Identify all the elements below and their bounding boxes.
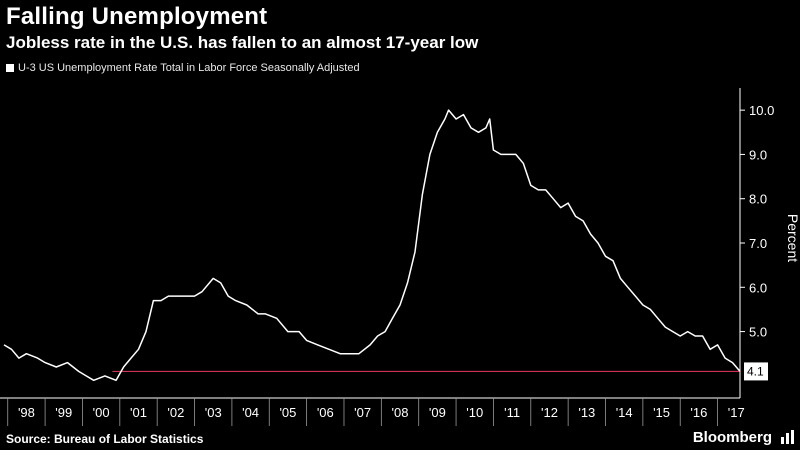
chart-subtitle: Jobless rate in the U.S. has fallen to a…	[6, 33, 479, 52]
x-tick-label: '12	[541, 405, 558, 420]
brand-logo-text: Bloomberg	[692, 429, 772, 446]
x-tick-label: '08	[392, 405, 409, 420]
y-tick-label: 8.0	[749, 192, 767, 207]
x-tick-label: '04	[242, 405, 259, 420]
x-tick-label: '00	[93, 405, 110, 420]
bloomberg-mark-icon	[781, 430, 794, 444]
x-tick-label: '13	[578, 405, 595, 420]
last-value-badge: 4.1	[744, 362, 768, 381]
y-ticks: 5.0 6.0 7.0 8.0 9.0 10.0	[740, 103, 774, 340]
y-tick-label: 9.0	[749, 147, 767, 162]
source-note: Source: Bureau of Labor Statistics	[6, 432, 204, 446]
x-tick-label: '03	[205, 405, 222, 420]
last-value-badge-bg	[744, 362, 768, 381]
x-ticks: '98 '99 '00 '01 '02 '03 '04 '05 '06 '07 '08 '09 '10 '…	[7, 398, 745, 426]
legend-swatch	[6, 64, 14, 72]
x-tick-label: '05	[279, 405, 296, 420]
x-tick-label: '14	[616, 405, 633, 420]
x-tick-label: '99	[55, 405, 72, 420]
x-tick-label: '98	[18, 405, 35, 420]
series-line	[3, 109, 741, 382]
x-tick-label: '16	[690, 405, 707, 420]
legend-label: U-3 US Unemployment Rate Total in Labor …	[18, 62, 360, 74]
x-tick-label: '15	[653, 405, 670, 420]
y-axis-label: Percent	[785, 214, 800, 262]
x-tick-label: '07	[354, 405, 371, 420]
x-tick-label: '17	[728, 405, 745, 420]
y-tick-label: 6.0	[749, 280, 767, 295]
last-value-label: 4.1	[747, 364, 764, 378]
y-tick-label: 5.0	[749, 325, 767, 340]
chart-title: Falling Unemployment	[6, 3, 268, 30]
x-tick-label: '11	[504, 405, 520, 420]
y-tick-label: 7.0	[749, 236, 767, 251]
x-tick-label: '02	[167, 405, 184, 420]
legend: U-3 US Unemployment Rate Total in Labor …	[6, 62, 360, 74]
x-tick-label: '10	[466, 405, 483, 420]
y-tick-label: 10.0	[749, 103, 774, 118]
x-tick-label: '09	[429, 405, 446, 420]
x-tick-label: '06	[317, 405, 334, 420]
x-tick-label: '01	[130, 405, 147, 420]
